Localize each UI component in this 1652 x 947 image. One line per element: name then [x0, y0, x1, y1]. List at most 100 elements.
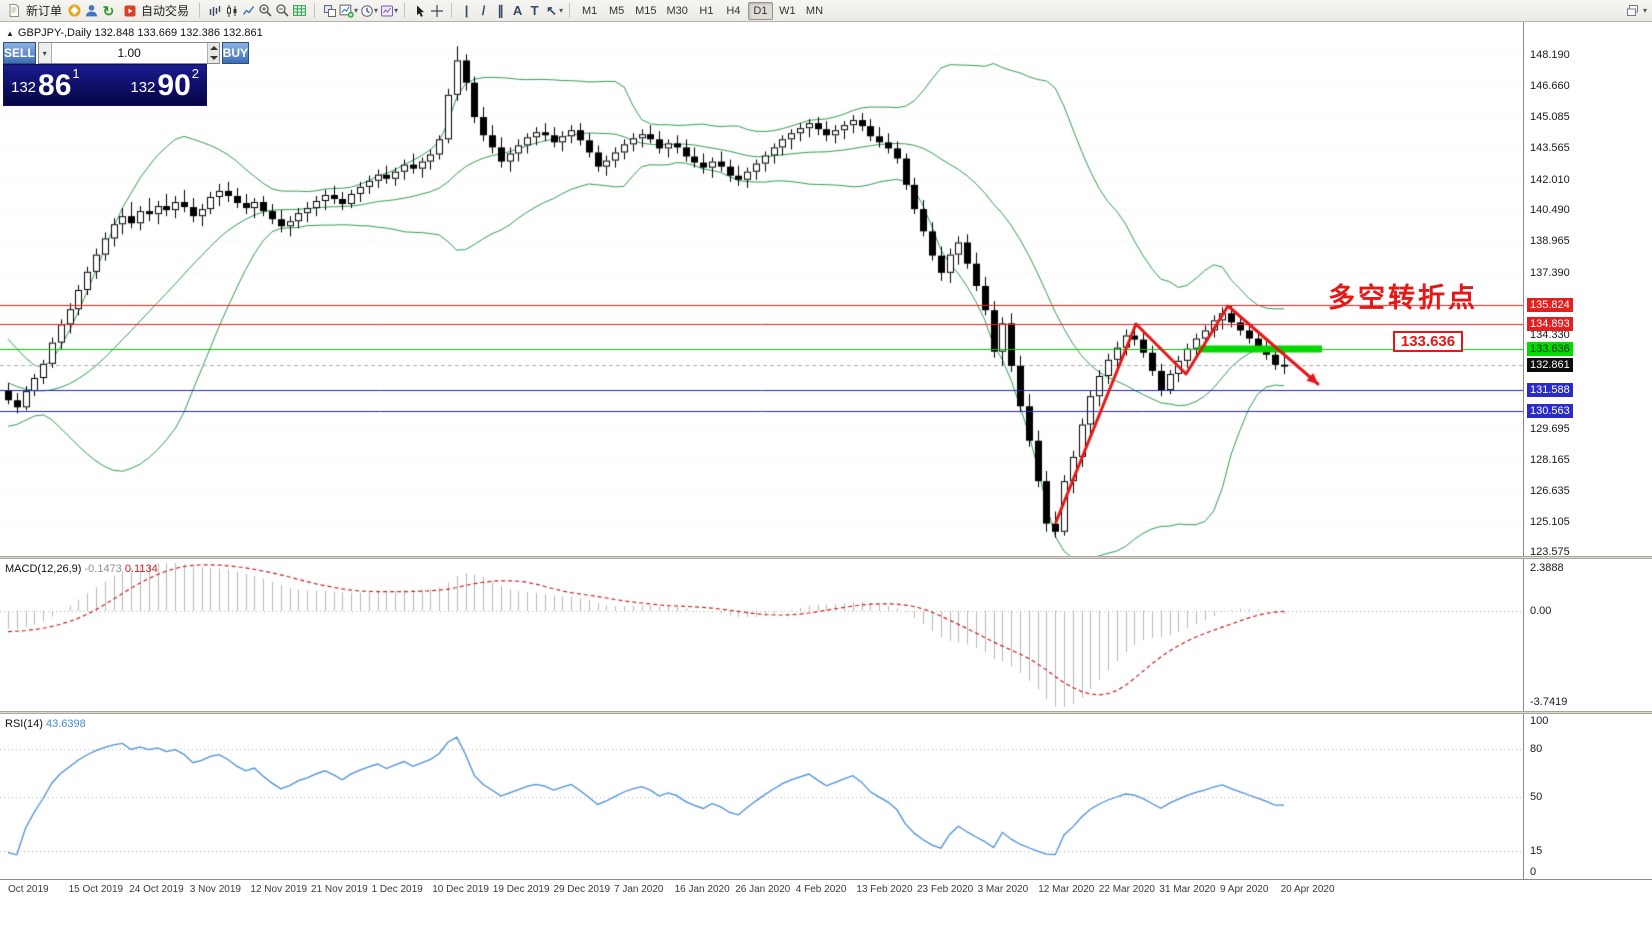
turning-point-annotation[interactable]: 多空转折点: [1328, 283, 1478, 314]
new-chart-caret-icon[interactable]: ▾: [354, 6, 359, 15]
timeframe-m30[interactable]: M30: [666, 4, 688, 17]
date-axis-label: 3 Nov 2019: [189, 884, 241, 895]
volume-input[interactable]: [51, 43, 207, 63]
symbol-header: ▲ GBPJPY-,Daily 132.848 133.669 132.386 …: [6, 27, 263, 39]
date-axis-label: 7 Jan 2020: [614, 884, 664, 895]
toolbar-separator: [569, 3, 571, 18]
new-order-button[interactable]: 新订单: [2, 1, 66, 21]
date-axis-label: 15 Oct 2019: [68, 884, 124, 895]
arrow-tools-caret-icon[interactable]: ▾: [559, 6, 564, 15]
toolbar-separator: [404, 3, 406, 18]
timeframe-w1[interactable]: W1: [779, 4, 796, 17]
sell-price-pip: 1: [72, 66, 80, 81]
one-click-toggle-icon[interactable]: ▲: [6, 28, 14, 38]
volume-control: ▾: [37, 42, 220, 64]
macd-panel-canvas[interactable]: [0, 559, 1523, 711]
sell-price-prefix: 132: [11, 79, 37, 96]
timeframe-m5[interactable]: M5: [608, 4, 625, 17]
date-axis-label: 1 Dec 2019: [371, 884, 423, 895]
date-axis-label: 31 Mar 2020: [1159, 884, 1216, 895]
price-axis-label: 2.3888: [1530, 562, 1564, 574]
price-axis-label: 140.490: [1530, 204, 1570, 217]
main-chart-canvas[interactable]: [0, 22, 1523, 556]
text-icon[interactable]: A: [512, 3, 523, 18]
price-axis-label: 125.105: [1530, 515, 1570, 528]
panel-splitter[interactable]: [0, 556, 1652, 559]
price-axis-label: 143.565: [1530, 142, 1570, 155]
zoom-in-icon[interactable]: [257, 2, 274, 19]
crosshair-icon[interactable]: [428, 2, 445, 19]
price-axis-label: 0: [1530, 866, 1537, 878]
period-clock-icon[interactable]: [358, 2, 375, 19]
volume-spinner: [206, 43, 219, 63]
price-axis-label: 145.085: [1530, 111, 1570, 124]
price-tag-annotation[interactable]: 133.636: [1393, 331, 1463, 352]
macd-label: MACD(12,26,9) -0.1473 0.1134: [5, 563, 158, 575]
template-icon[interactable]: [378, 2, 395, 19]
sell-price[interactable]: 132 86 1: [11, 66, 80, 105]
refresh-icon[interactable]: ↻: [102, 2, 115, 19]
window-menu-icon[interactable]: ▾: [1642, 6, 1647, 15]
timeframe-d1[interactable]: D1: [747, 1, 773, 20]
rsi-label: RSI(14) 43.6398: [5, 718, 86, 730]
price-axis-label: 50: [1530, 790, 1543, 803]
toolbar-separator: [199, 3, 201, 18]
rsi-value: 43.6398: [45, 718, 86, 730]
grid-icon[interactable]: [291, 2, 308, 19]
date-axis-label: 3 Mar 2020: [977, 884, 1029, 895]
new-chart-icon[interactable]: [338, 2, 355, 19]
community-icon[interactable]: [83, 2, 100, 19]
main-toolbar: 新订单 ↻ 自动交易 ▾ ▾ ▾: [0, 0, 1652, 22]
rsi-title: RSI(14): [5, 718, 43, 730]
toolbar-group-trade: 新订单 ↻ 自动交易: [0, 0, 195, 22]
price-axis-label: 130.563: [1527, 404, 1573, 419]
date-axis[interactable]: Oct 2019 15 Oct 2019 24 Oct 2019 3 Nov 2019…: [0, 879, 1652, 899]
date-axis-label: 12 Nov 2019: [250, 884, 308, 895]
timeframe-m15[interactable]: M15: [635, 4, 657, 17]
timeframe-h4[interactable]: H4: [726, 4, 741, 17]
timeframe-m1[interactable]: M1: [581, 4, 598, 17]
date-axis-label: 19 Dec 2019: [492, 884, 550, 895]
vertical-line-icon[interactable]: |: [464, 3, 469, 18]
buy-price-big: 90: [157, 69, 191, 102]
new-order-icon: [6, 2, 23, 19]
line-chart-icon[interactable]: [240, 2, 257, 19]
auto-trading-button[interactable]: 自动交易: [117, 1, 193, 21]
timeframe-h1[interactable]: H1: [699, 4, 714, 17]
bar-chart-icon[interactable]: [206, 2, 223, 19]
equidistant-channel-icon[interactable]: ∥: [497, 3, 504, 18]
date-axis-label: 24 Oct 2019: [129, 884, 184, 895]
tile-windows-icon[interactable]: [321, 2, 338, 19]
macd-main-value: -0.1473: [84, 563, 122, 575]
price-axis-label: 123.575: [1530, 546, 1570, 559]
window-restore-icon[interactable]: [1624, 2, 1641, 19]
date-axis-label: 23 Feb 2020: [917, 884, 974, 895]
period-caret-icon[interactable]: ▾: [374, 6, 379, 15]
price-axis-label: 142.010: [1530, 173, 1570, 186]
arrow-tools-icon[interactable]: ↖: [546, 3, 558, 18]
volume-up-icon[interactable]: [207, 43, 219, 53]
buy-price[interactable]: 132 90 2: [130, 66, 199, 105]
cursor-icon[interactable]: [411, 2, 428, 19]
price-axis[interactable]: [1523, 22, 1652, 879]
volume-down-icon[interactable]: [207, 53, 219, 63]
toolbar-group-cursor: [409, 0, 447, 22]
zoom-out-icon[interactable]: [274, 2, 291, 19]
template-caret-icon[interactable]: ▾: [394, 6, 399, 15]
toolbar-separator: [314, 3, 316, 18]
text-label-icon[interactable]: T: [530, 3, 539, 18]
trendline-icon[interactable]: /: [481, 3, 486, 18]
volume-dropdown-icon[interactable]: ▾: [38, 43, 52, 63]
rsi-panel-canvas[interactable]: [0, 714, 1523, 879]
date-axis-label: 26 Jan 2020: [735, 884, 791, 895]
panel-splitter[interactable]: [0, 711, 1652, 714]
buy-button[interactable]: BUY: [221, 42, 250, 64]
sell-button[interactable]: SELL: [3, 42, 36, 64]
timeframe-mn[interactable]: MN: [805, 4, 824, 17]
date-axis-label: 9 Apr 2020: [1220, 884, 1269, 895]
candlestick-chart-icon[interactable]: [223, 2, 240, 19]
toolbar-group-chart-modes: [204, 0, 310, 22]
mql-market-icon[interactable]: [66, 2, 83, 19]
price-axis-label: 137.390: [1530, 267, 1570, 280]
